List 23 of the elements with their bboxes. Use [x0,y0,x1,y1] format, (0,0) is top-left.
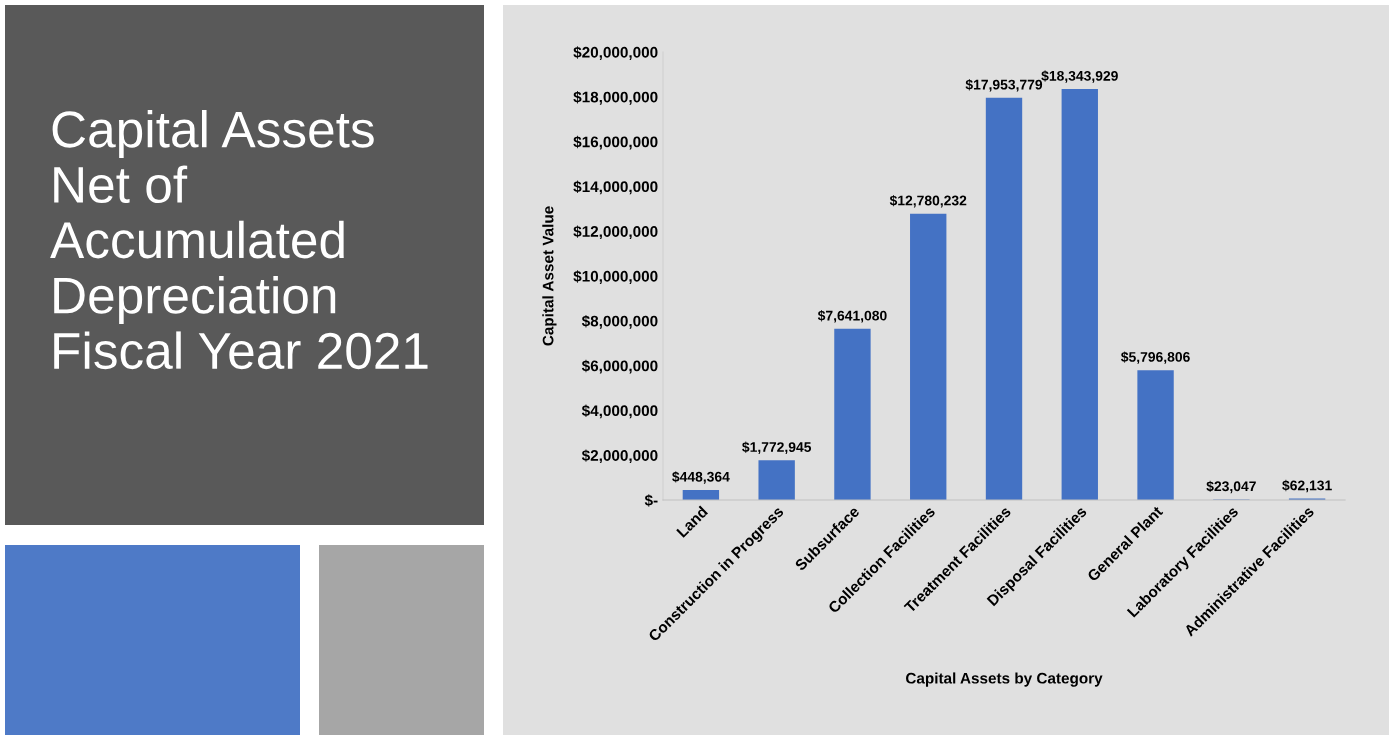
y-tick-label: $- [644,494,658,507]
y-tick-label: $8,000,000 [581,315,658,329]
y-axis-title: Capital Asset Value [542,206,557,346]
y-tick-label: $14,000,000 [573,180,658,195]
text: Capital Assets Net of Accumulated Depreciation Fiscal Year 2021 [50,110,428,370]
x-axis-title: Capital Assets by Category [906,672,1103,687]
y-tick-label: $12,000,000 [573,225,658,240]
data-label: $23,047 [1206,480,1256,494]
data-label: $62,131 [1282,479,1332,493]
data-label: $1,772,945 [742,441,812,454]
y-tick-label: $20,000,000 [573,46,658,60]
data-label: $5,796,806 [1120,351,1190,364]
y-tick-label: $18,000,000 [573,91,658,105]
y-tick-label: $10,000,000 [573,270,658,284]
y-tick-label: $2,000,000 [581,449,658,464]
data-label: $18,343,929 [1041,70,1118,83]
data-label: $17,953,779 [965,79,1043,92]
data-label: $12,780,232 [889,194,967,208]
y-tick-label: $16,000,000 [573,135,658,150]
y-tick-label: $6,000,000 [581,359,658,374]
data-label: $7,641,080 [817,310,887,323]
y-tick-label: $4,000,000 [581,404,658,419]
data-label: $448,364 [672,471,730,484]
